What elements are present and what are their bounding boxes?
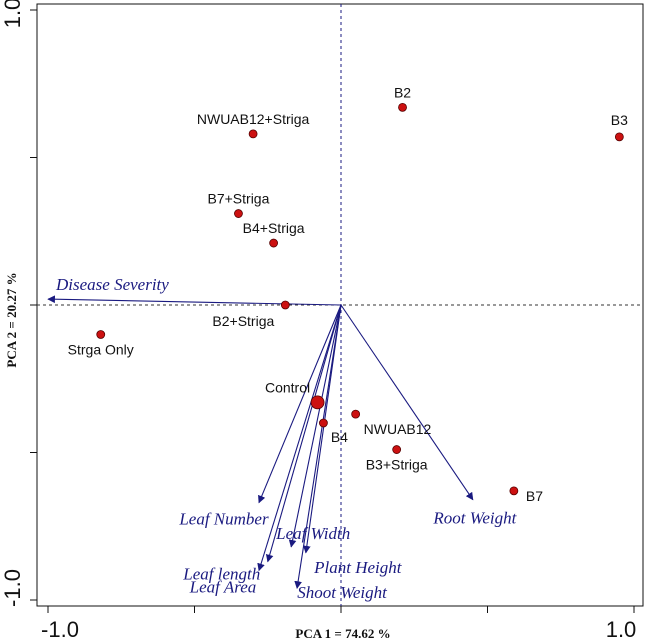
point-control	[310, 395, 325, 410]
vector-label-leaf-width: Leaf Width	[275, 524, 350, 543]
vector-label-leaf-number: Leaf Number	[178, 510, 269, 529]
point-b7-striga	[234, 209, 243, 218]
point-b2	[398, 102, 407, 112]
point-label-b4: B4	[331, 429, 348, 445]
vector-leaf-area	[257, 304, 342, 572]
point-b4-striga	[269, 238, 279, 248]
point-b4	[319, 418, 328, 428]
vector-label-leaf-length: Leaf length	[182, 565, 260, 584]
point-label-nwuab12: NWUAB12	[364, 421, 432, 437]
vector-shoot-weight	[294, 304, 342, 589]
y-tick-label-max: 1.0	[0, 0, 25, 28]
point-b7	[509, 486, 519, 496]
vector-disease-severity	[47, 295, 342, 306]
x-tick-label-max: 1.0	[606, 617, 637, 642]
vector-leaf-number	[258, 304, 342, 504]
point-label-b3: B3	[611, 112, 628, 128]
point-nwuab12-striga	[248, 129, 258, 139]
point-label-b7-striga: B7+Striga	[208, 191, 270, 207]
point-nwuab12	[351, 409, 361, 419]
y-tick-label-min: -1.0	[0, 569, 25, 607]
x-axis-title: PCA 1 = 74.62 %	[295, 626, 390, 641]
vector-label-disease-severity: Disease Severity	[55, 275, 169, 294]
point-label-nwuab12-striga: NWUAB12+Striga	[197, 111, 310, 127]
vector-root-weight	[340, 304, 474, 501]
y-axis-title: PCA 2 = 20.27 %	[4, 272, 19, 367]
vector-leaf-length	[265, 304, 342, 563]
point-b2-striga	[280, 300, 290, 310]
x-tick-label-min: -1.0	[41, 617, 79, 642]
point-b3-striga	[392, 445, 402, 454]
point-label-b7: B7	[526, 488, 543, 504]
vector-label-shoot-weight: Shoot Weight	[297, 583, 388, 602]
point-strga-only	[96, 330, 106, 339]
point-label-b3-striga: B3+Striga	[366, 457, 428, 473]
vector-label-plant-height: Plant Height	[313, 558, 403, 577]
point-label-control: Control	[265, 379, 310, 395]
point-b3	[614, 132, 624, 142]
vector-label-root-weight: Root Weight	[432, 509, 517, 528]
point-label-b4-striga: B4+Striga	[243, 220, 305, 236]
vector-label-leaf-area: Leaf Area	[189, 578, 257, 597]
point-label-b2-striga: B2+Striga	[212, 313, 274, 329]
point-label-b2: B2	[394, 84, 411, 100]
vector-leaf-width	[288, 304, 342, 548]
point-label-strga-only: Strga Only	[68, 342, 134, 358]
